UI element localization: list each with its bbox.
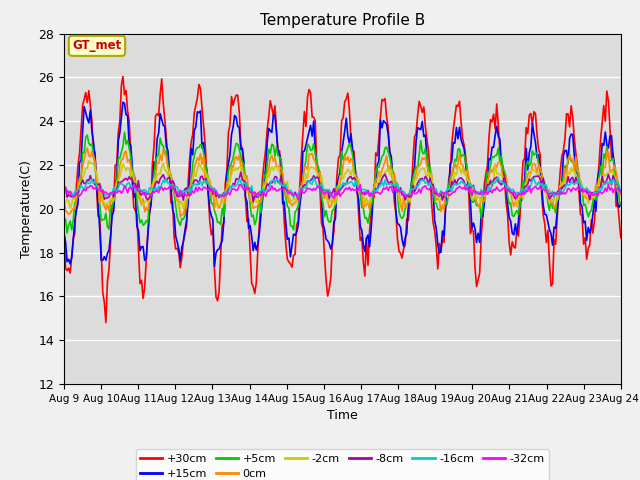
0cm [177, 214, 184, 220]
-8cm [226, 184, 234, 190]
-8cm [129, 177, 136, 182]
0cm [83, 145, 91, 151]
+30cm [248, 280, 255, 286]
Line: +15cm: +15cm [64, 102, 621, 266]
-8cm [60, 185, 68, 191]
+30cm [60, 233, 68, 239]
-2cm [85, 158, 93, 164]
-32cm [307, 186, 314, 192]
+5cm [229, 156, 237, 161]
Text: GT_met: GT_met [72, 39, 122, 52]
-2cm [130, 179, 138, 184]
+5cm [589, 199, 596, 204]
Line: +30cm: +30cm [64, 76, 621, 323]
+30cm [119, 73, 127, 79]
-16cm [130, 182, 138, 188]
+30cm [589, 230, 596, 236]
Legend: +30cm, +15cm, +5cm, 0cm, -2cm, -8cm, -16cm, -32cm: +30cm, +15cm, +5cm, 0cm, -2cm, -8cm, -16… [136, 449, 549, 480]
-2cm [257, 192, 265, 198]
+15cm [589, 211, 596, 217]
-16cm [305, 178, 313, 184]
0cm [589, 195, 596, 201]
+15cm [60, 229, 68, 235]
-16cm [60, 184, 68, 190]
Line: +5cm: +5cm [64, 132, 621, 233]
-32cm [246, 190, 254, 195]
Line: -8cm: -8cm [64, 172, 621, 202]
-32cm [589, 192, 596, 198]
0cm [257, 198, 265, 204]
-32cm [294, 197, 302, 203]
-32cm [129, 188, 136, 193]
-16cm [70, 195, 77, 201]
+15cm [617, 200, 625, 206]
0cm [617, 192, 625, 198]
0cm [248, 199, 255, 205]
Title: Temperature Profile B: Temperature Profile B [260, 13, 425, 28]
+5cm [307, 148, 314, 154]
+15cm [119, 99, 127, 105]
-16cm [228, 185, 236, 191]
+5cm [617, 201, 625, 207]
+5cm [60, 216, 68, 221]
-2cm [307, 164, 314, 170]
+5cm [121, 130, 129, 135]
+5cm [248, 214, 255, 220]
Line: -16cm: -16cm [64, 177, 621, 198]
-16cm [617, 187, 625, 193]
+30cm [131, 208, 139, 214]
-2cm [180, 206, 188, 212]
+15cm [248, 233, 255, 239]
X-axis label: Time: Time [327, 409, 358, 422]
-16cm [255, 191, 263, 197]
-16cm [495, 174, 502, 180]
-8cm [589, 190, 596, 196]
+15cm [257, 212, 265, 217]
+5cm [131, 177, 139, 182]
-32cm [236, 182, 243, 188]
+15cm [307, 122, 314, 128]
0cm [229, 166, 237, 172]
-8cm [257, 192, 265, 198]
+15cm [229, 124, 237, 130]
-32cm [255, 192, 263, 198]
Line: 0cm: 0cm [64, 148, 621, 217]
Y-axis label: Temperature(C): Temperature(C) [20, 160, 33, 258]
-2cm [589, 194, 596, 200]
-8cm [617, 190, 625, 195]
-2cm [229, 166, 237, 171]
-8cm [246, 185, 254, 191]
0cm [307, 152, 314, 157]
-2cm [248, 193, 255, 199]
-8cm [237, 169, 244, 175]
Line: -32cm: -32cm [64, 185, 621, 200]
-16cm [589, 192, 596, 198]
-16cm [246, 187, 254, 192]
+30cm [617, 235, 625, 240]
-8cm [307, 178, 314, 183]
+30cm [257, 202, 265, 207]
-2cm [617, 186, 625, 192]
+30cm [229, 103, 237, 108]
0cm [60, 198, 68, 204]
+30cm [307, 90, 314, 96]
+5cm [63, 230, 71, 236]
-32cm [60, 185, 68, 191]
-32cm [226, 192, 234, 197]
0cm [130, 171, 138, 177]
-32cm [617, 189, 625, 195]
-8cm [250, 199, 257, 204]
+15cm [211, 264, 218, 269]
-2cm [60, 199, 68, 205]
+30cm [102, 320, 109, 325]
+15cm [130, 194, 138, 200]
Line: -2cm: -2cm [64, 161, 621, 209]
+5cm [257, 210, 265, 216]
